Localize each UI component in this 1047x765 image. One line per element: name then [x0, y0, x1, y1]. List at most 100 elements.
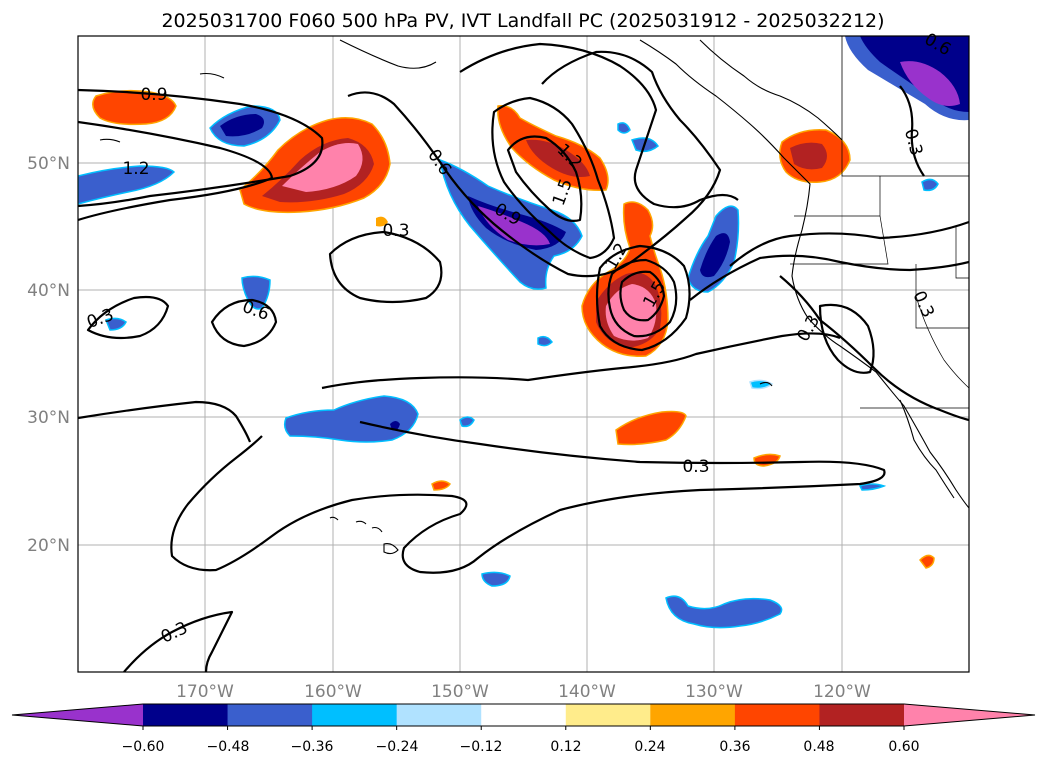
pv-negative-region — [481, 571, 511, 587]
pv-negative-core — [220, 114, 264, 137]
contour-line — [459, 42, 739, 209]
map-content — [78, 36, 969, 672]
colorbar-tick-label: −0.60 — [122, 739, 165, 755]
pv-positive-region — [919, 554, 935, 569]
colorbar-segment — [819, 704, 905, 726]
contour-line — [607, 258, 678, 338]
contour-line — [321, 332, 841, 390]
contour-line — [170, 420, 886, 574]
border-line — [955, 226, 969, 279]
lon-tick-label: 160°W — [304, 682, 362, 702]
pv-negative-max — [478, 206, 550, 246]
contour-line — [899, 85, 925, 177]
pv-positive-region — [615, 410, 687, 446]
colorbar-segment — [481, 704, 567, 726]
contour-line — [328, 230, 443, 304]
contour-label: 0.3 — [382, 221, 409, 241]
pv-negative-core — [900, 61, 960, 106]
colorbar-segment — [650, 704, 736, 726]
island-outline — [355, 520, 367, 525]
colorbar-segment — [396, 704, 482, 726]
lon-tick-label: 170°W — [176, 682, 234, 702]
colorbar-tick-label: −0.36 — [291, 739, 334, 755]
contour-line — [123, 610, 234, 672]
pv-negative-region — [921, 178, 939, 192]
colorbar-tick-label: 0.36 — [719, 739, 750, 755]
coastlines — [99, 36, 969, 555]
coastline — [199, 72, 225, 79]
contour-line — [779, 275, 969, 422]
colorbar-segment — [312, 704, 398, 726]
colorbar-tick-label: −0.24 — [376, 739, 419, 755]
colorbar-segment — [143, 704, 229, 726]
colorbar-tick-label: −0.48 — [207, 739, 250, 755]
latitude-labels: 50°N 40°N 30°N 20°N — [27, 154, 70, 556]
border-line — [915, 264, 969, 329]
map-frame — [77, 35, 970, 673]
contour-line — [619, 270, 666, 322]
longitude-labels: 170°W 160°W 150°W 140°W 130°W 120°W — [176, 682, 871, 702]
contour-line — [86, 295, 170, 340]
lon-tick-label: 150°W — [431, 682, 489, 702]
contour-line — [595, 244, 691, 352]
colorbar-segment — [227, 704, 313, 726]
pv-positive-region — [92, 89, 177, 126]
lon-tick-label: 120°W — [813, 682, 871, 702]
colorbar — [11, 703, 1036, 730]
coastline — [99, 138, 121, 143]
border-line — [841, 36, 969, 177]
ivt-contours — [78, 42, 969, 672]
border-line — [790, 215, 889, 265]
lat-tick-label: 30°N — [27, 408, 70, 428]
colorbar-tick-label: 0.24 — [634, 739, 665, 755]
contour-label: 0.3 — [682, 457, 709, 477]
contour-line — [689, 254, 969, 301]
contour-line — [818, 303, 875, 374]
colorbar-tick-label: −0.12 — [460, 739, 503, 755]
colorbar-tick-label: 0.60 — [888, 739, 919, 755]
coastline — [339, 39, 437, 69]
lon-tick-label: 130°W — [685, 682, 743, 702]
lat-tick-label: 50°N — [27, 154, 70, 174]
contour-line — [78, 88, 324, 208]
colorbar-extend-under — [12, 704, 143, 726]
colorbar-extend-over — [904, 704, 1035, 726]
island-outline — [383, 543, 399, 555]
colorbar-segment — [565, 704, 651, 726]
pv-negative-region — [459, 416, 475, 428]
coastline — [699, 39, 843, 141]
pv-negative-region — [78, 165, 176, 205]
pv-positive-region — [431, 480, 452, 491]
contour-label: 0.9 — [140, 85, 167, 105]
colorbar-tick-label: 0.48 — [803, 739, 834, 755]
contour-label: 1.2 — [122, 159, 149, 179]
contour-line — [78, 120, 274, 222]
contour-line — [491, 96, 616, 260]
contour-line — [78, 400, 252, 443]
coastline — [899, 399, 955, 499]
island-outline — [371, 526, 383, 533]
pv-positive-core — [790, 142, 827, 170]
pv-positive-region — [376, 216, 388, 227]
pv-negative-region — [858, 483, 887, 491]
colorbar-segment — [734, 704, 820, 726]
coastline — [639, 39, 969, 509]
pv-negative-region — [283, 395, 419, 443]
island-outline — [759, 381, 773, 387]
border-line — [915, 295, 969, 389]
lon-tick-label: 140°W — [558, 682, 616, 702]
colorbar-tick-labels: −0.60 −0.48 −0.36 −0.24 −0.12 0.12 0.24 … — [122, 739, 920, 755]
colorbar-tick-label: 0.12 — [550, 739, 581, 755]
island-outline — [329, 516, 339, 521]
figure-title: 2025031700 F060 500 hPa PV, IVT Landfall… — [161, 10, 884, 32]
pv-filled-regions — [78, 36, 969, 629]
lat-tick-label: 20°N — [27, 536, 70, 556]
contour-line — [729, 220, 969, 267]
contour-line — [210, 298, 278, 348]
lat-tick-label: 40°N — [27, 281, 70, 301]
pv-negative-region — [617, 122, 631, 134]
contour-line — [506, 135, 583, 222]
pv-negative-region — [537, 335, 553, 347]
pv-negative-region — [665, 595, 783, 629]
